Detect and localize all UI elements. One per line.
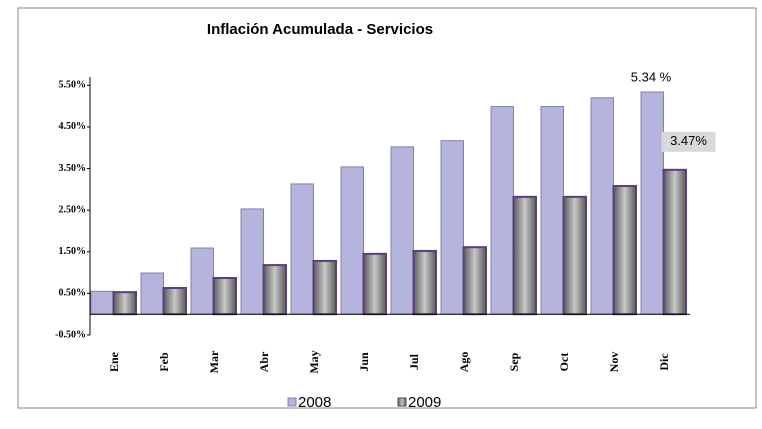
bar	[540, 106, 564, 315]
bar	[662, 168, 687, 316]
x-tick-label: Abr	[257, 351, 271, 372]
y-tick-label: 5.50%	[59, 80, 87, 91]
x-tick-label: Sep	[507, 352, 521, 371]
x-tick-label: Ago	[457, 352, 471, 373]
bar	[312, 259, 337, 316]
bar	[362, 252, 387, 316]
frame	[17, 7, 757, 409]
y-tick-label: 0.50%	[59, 288, 87, 299]
bar	[590, 97, 614, 315]
chart-title: Inflación Acumulada - Servicios	[207, 21, 433, 38]
bar	[390, 146, 414, 315]
bar	[640, 91, 664, 315]
bar	[112, 291, 137, 316]
bar	[290, 183, 314, 315]
bar	[340, 166, 364, 315]
bar	[190, 247, 214, 315]
bar	[262, 264, 287, 316]
bar	[240, 208, 264, 315]
x-tick-label: Feb	[157, 352, 171, 372]
bar	[90, 290, 114, 315]
bar	[490, 106, 514, 315]
x-tick-label: Oct	[557, 353, 571, 372]
y-tick-label: 4.50%	[59, 121, 87, 132]
bar	[162, 286, 187, 316]
legend-marker	[287, 397, 297, 407]
x-tick-label: Mar	[207, 350, 221, 373]
legend-label: 2008	[298, 394, 331, 411]
value-label: 5.34 %	[631, 69, 672, 84]
y-tick-label: 3.50%	[59, 163, 87, 174]
x-tick-label: May	[307, 350, 321, 373]
value-label: 3.47%	[670, 133, 707, 148]
x-tick-label: Ene	[107, 351, 121, 372]
bar	[612, 185, 637, 316]
bar	[412, 249, 437, 316]
bar	[462, 246, 487, 316]
legend-marker	[397, 397, 407, 407]
bar	[512, 195, 537, 316]
y-tick-label: -0.50%	[55, 329, 86, 340]
x-tick-label: Nov	[607, 352, 621, 373]
value-label-box	[661, 131, 716, 152]
x-tick-label: Jun	[357, 352, 371, 372]
legend-label: 2009	[408, 394, 441, 411]
bar	[440, 140, 464, 315]
bar	[140, 272, 164, 315]
bar	[562, 195, 587, 316]
x-tick-label: Jul	[407, 353, 421, 370]
y-tick-label: 1.50%	[59, 246, 87, 257]
bar	[212, 276, 237, 316]
x-tick-label: Dic	[657, 353, 671, 371]
y-tick-label: 2.50%	[59, 204, 87, 215]
